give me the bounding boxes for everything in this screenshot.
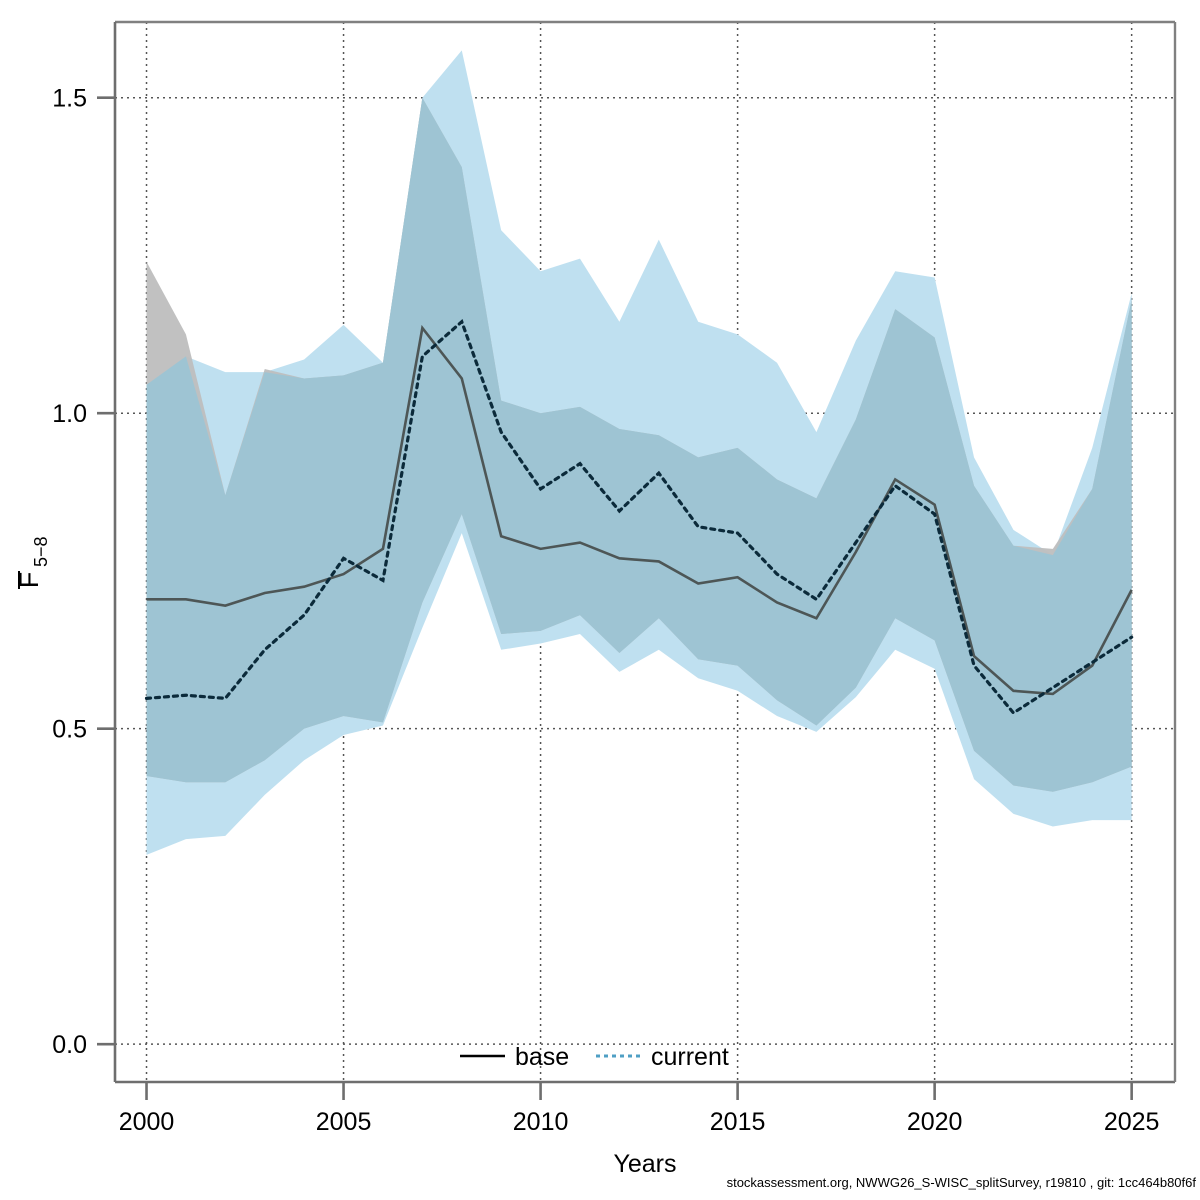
plot-frame (113, 20, 1177, 1084)
x-axis-ticks (145, 1082, 1133, 1100)
y-axis-title-main: F (14, 572, 44, 589)
band-overlap-region (146, 97, 1132, 792)
current-median-line (144, 318, 1134, 715)
y-axis-tick-label: 0.0 (52, 1031, 87, 1059)
x-axis-tick-label: 2000 (119, 1108, 175, 1136)
base-median-line (146, 324, 1133, 696)
y-axis-tick-labels: 0.0 0.5 1.0 1.5 (52, 85, 87, 1059)
footer-caption: stockassessment.org, NWWG26_S-WISC_split… (727, 1175, 1197, 1190)
x-axis-title: Years (613, 1150, 676, 1178)
x-axis-tick-label: 2010 (513, 1108, 569, 1136)
x-axis-tick-labels: 2000 2005 2010 2015 2020 2025 (119, 1108, 1160, 1136)
x-axis-tick-label: 2005 (316, 1108, 372, 1136)
legend-label-current: current (651, 1043, 729, 1071)
legend-label-base: base (515, 1043, 569, 1071)
y-axis-ticks (97, 96, 115, 1046)
y-axis-title-subscript: 5−8 (31, 536, 51, 567)
x-axis-tick-label: 2015 (710, 1108, 766, 1136)
y-axis-tick-label: 1.5 (52, 85, 87, 113)
x-axis-tick-label: 2020 (907, 1108, 963, 1136)
y-axis-tick-label: 0.5 (52, 716, 87, 744)
x-axis-tick-label: 2025 (1104, 1108, 1160, 1136)
y-axis-tick-label: 1.0 (52, 400, 87, 428)
y-axis-title: F 5−8 (14, 536, 51, 589)
chart-legend: base current (460, 1043, 729, 1071)
